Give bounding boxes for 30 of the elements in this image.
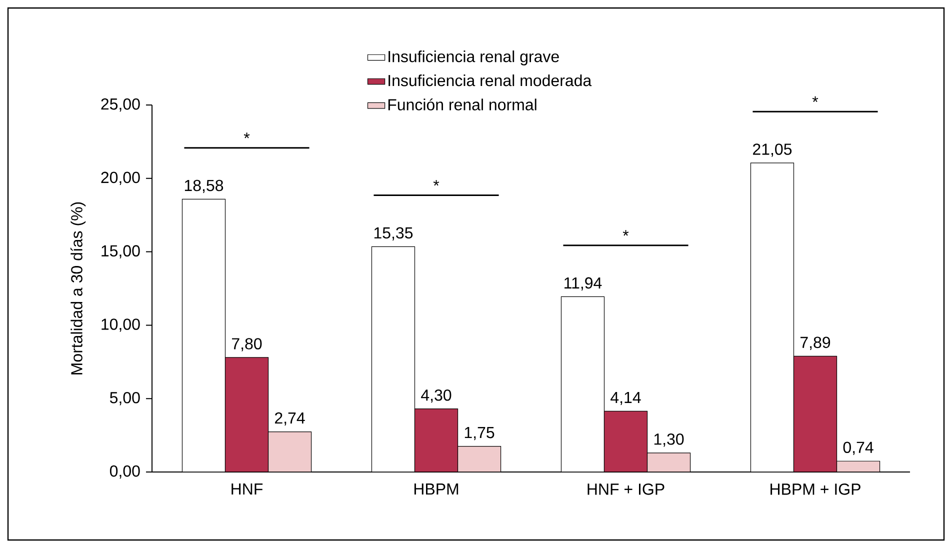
annotation: * [622,230,629,236]
x-tick-label: HNF [232,484,263,495]
annotation: * [244,132,250,138]
data-label: 0,74 [843,442,874,455]
data-label: 4,30 [421,389,452,403]
x-tick-label: HBPM [414,484,458,495]
legend-label: Función renal normal [388,98,536,110]
legend-label: Insuficiencia renal moderada [388,74,592,86]
y-tick-label: 5,00 [110,392,140,406]
y-tick-label: 10,00 [102,318,140,332]
data-label: 4,14 [610,392,641,406]
text: * [812,96,818,102]
data-label: 2,74 [275,412,305,426]
data-label: 11,94 [564,277,602,290]
x-tick-label: HNF + IGP [588,484,664,495]
annotation: * [433,180,440,186]
data-label: 18,58 [184,180,224,194]
y-axis-title: Mortalidad a 30 días (%) [70,202,86,374]
legend-label: Insuficiencia renal grave [388,50,559,66]
data-label: 1,75 [464,427,494,440]
data-label: 7,89 [800,336,830,350]
data-label: 7,80 [232,338,262,352]
data-label: 15,35 [374,227,413,240]
data-label: 1,30 [654,433,684,447]
y-tick-label: 25,00 [101,98,140,112]
y-tick-label: 0,00 [110,465,140,479]
y-tick-label: 20,00 [101,172,140,185]
x-tick-label: HBPM + IGP [770,484,860,495]
data-label: 21,05 [753,144,792,157]
y-tick-label: 15,00 [102,245,140,258]
